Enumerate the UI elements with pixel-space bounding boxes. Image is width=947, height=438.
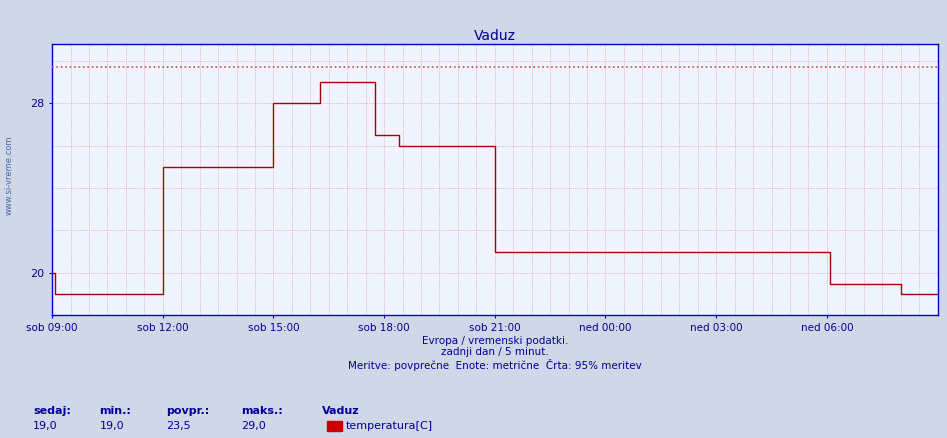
Text: min.:: min.: (99, 406, 132, 416)
Text: 29,0: 29,0 (241, 421, 266, 431)
Text: maks.:: maks.: (241, 406, 283, 416)
Title: Vaduz: Vaduz (474, 28, 516, 42)
X-axis label: Evropa / vremenski podatki.
zadnji dan / 5 minut.
Meritve: povprečne  Enote: met: Evropa / vremenski podatki. zadnji dan /… (348, 336, 642, 371)
Text: sedaj:: sedaj: (33, 406, 71, 416)
Text: 19,0: 19,0 (33, 421, 58, 431)
Text: 23,5: 23,5 (166, 421, 190, 431)
Text: temperatura[C]: temperatura[C] (346, 421, 433, 431)
Text: 19,0: 19,0 (99, 421, 124, 431)
Text: Vaduz: Vaduz (322, 406, 360, 416)
Text: www.si-vreme.com: www.si-vreme.com (5, 135, 14, 215)
Text: povpr.:: povpr.: (166, 406, 209, 416)
